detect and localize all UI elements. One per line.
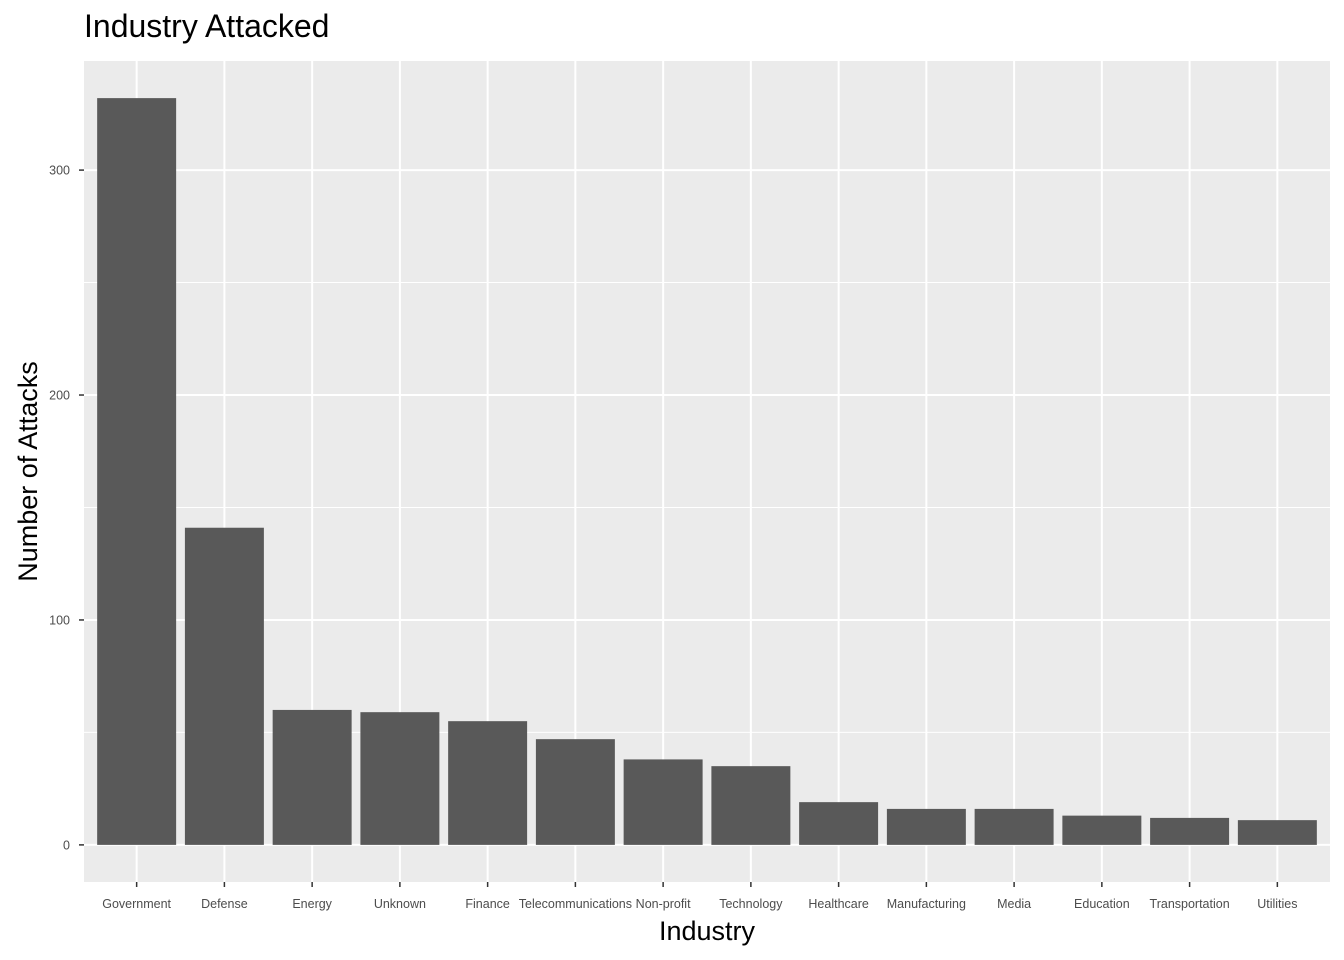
x-tick-label: Transportation bbox=[1150, 897, 1230, 911]
y-tick-label: 0 bbox=[63, 838, 70, 852]
y-tick-label: 200 bbox=[49, 389, 70, 403]
bar-energy bbox=[272, 709, 352, 845]
y-axis: 0 100 200 300 bbox=[49, 164, 84, 852]
x-tick-label: Healthcare bbox=[808, 897, 868, 911]
bar-non-profit bbox=[623, 759, 703, 845]
bar-telecommunications bbox=[535, 739, 615, 845]
x-axis-title: Industry bbox=[659, 916, 756, 946]
y-tick-label: 300 bbox=[49, 164, 70, 178]
x-tick-label: Manufacturing bbox=[887, 897, 966, 911]
bar-education bbox=[1062, 815, 1142, 845]
bar-healthcare bbox=[799, 802, 879, 845]
x-tick-label: Technology bbox=[719, 897, 783, 911]
bar-manufacturing bbox=[886, 808, 966, 845]
x-tick-label: Energy bbox=[292, 897, 332, 911]
bar-technology bbox=[711, 766, 791, 845]
y-axis-title: Number of Attacks bbox=[13, 361, 43, 582]
bar-utilities bbox=[1237, 820, 1317, 845]
x-tick-label: Government bbox=[102, 897, 171, 911]
x-tick-label: Education bbox=[1074, 897, 1130, 911]
plot-panel bbox=[84, 61, 1330, 882]
bar-finance bbox=[448, 721, 528, 845]
bar-unknown bbox=[360, 712, 440, 845]
x-tick-label: Finance bbox=[465, 897, 510, 911]
x-tick-label: Unknown bbox=[374, 897, 426, 911]
x-tick-label: Utilities bbox=[1257, 897, 1297, 911]
bars bbox=[97, 98, 1317, 845]
bar-transportation bbox=[1150, 817, 1230, 845]
chart-title: Industry Attacked bbox=[84, 8, 330, 44]
bar-government bbox=[97, 98, 177, 845]
x-tick-label: Media bbox=[997, 897, 1031, 911]
y-tick-label: 100 bbox=[49, 613, 70, 627]
bar-media bbox=[974, 808, 1054, 845]
x-tick-label: Non-profit bbox=[636, 897, 691, 911]
x-tick-label: Telecommunications bbox=[519, 897, 632, 911]
bar-defense bbox=[184, 527, 264, 845]
x-axis: Government Defense Energy Unknown Finance Tel… bbox=[102, 882, 1298, 911]
x-tick-label: Defense bbox=[201, 897, 248, 911]
